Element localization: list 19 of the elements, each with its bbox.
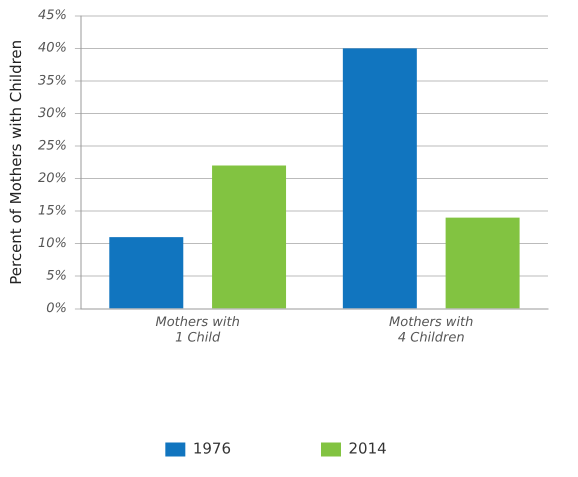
y-tick-label: 15% xyxy=(38,204,67,219)
y-tick-label: 30% xyxy=(38,106,67,121)
x-tick-label: Mothers with 4 Children xyxy=(389,314,474,346)
y-tick-label: 5% xyxy=(46,268,67,284)
y-axis-title: Percent of Mothers with Children xyxy=(6,40,25,285)
legend-label: 2014 xyxy=(348,439,387,458)
legend-label: 1976 xyxy=(192,439,232,458)
y-tick-label: 40% xyxy=(38,40,67,56)
y-tick-label: 25% xyxy=(38,138,67,154)
y-tick-label: 35% xyxy=(38,73,67,88)
bar xyxy=(212,166,286,308)
y-tick-label: 45% xyxy=(38,8,67,24)
x-tick-label: Mothers with 1 Child xyxy=(156,314,240,346)
y-tick-label: 20% xyxy=(38,170,67,186)
y-tick-label: 0% xyxy=(46,301,67,316)
bar xyxy=(109,237,184,308)
bar xyxy=(342,48,417,308)
y-tick-label: 10% xyxy=(38,236,67,252)
bar xyxy=(446,218,520,308)
